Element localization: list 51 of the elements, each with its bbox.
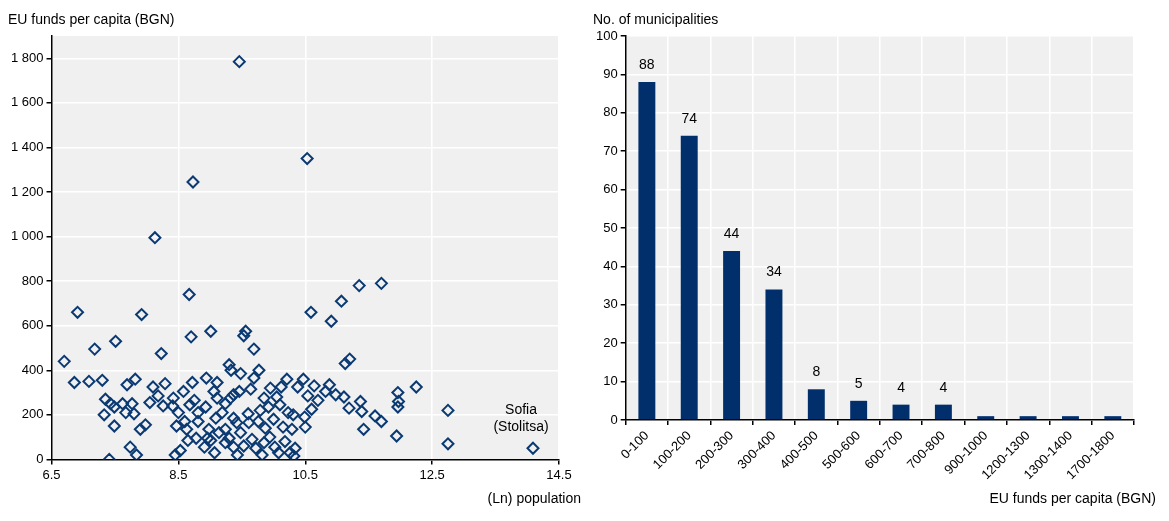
y-tick-label: 40 <box>603 257 618 273</box>
x-tick-label: 8.5 <box>169 466 188 482</box>
y-tick-label: 1 800 <box>10 49 44 65</box>
x-axis-title: EU funds per capita (BGN) <box>989 489 1156 506</box>
bar <box>1061 416 1079 420</box>
data-label: 88 <box>639 55 655 72</box>
data-label: 8 <box>812 363 821 380</box>
y-tick-label: 0 <box>610 411 618 427</box>
y-tick-label: 0 <box>36 450 44 466</box>
y-tick-label: 600 <box>21 317 44 333</box>
bar <box>765 289 783 420</box>
bar <box>977 416 995 420</box>
y-tick-label: 1 600 <box>10 94 44 110</box>
y-tick-label: 20 <box>603 334 618 350</box>
bar <box>807 389 825 420</box>
y-tick-label: 60 <box>603 181 618 197</box>
bar <box>723 251 741 420</box>
y-tick-label: 1 000 <box>10 228 44 244</box>
x-tick-label: 6.5 <box>42 466 61 482</box>
bar <box>934 404 952 420</box>
y-tick-label: 1 200 <box>10 183 44 199</box>
bar <box>1104 416 1122 420</box>
y-tick-label: 70 <box>603 142 618 158</box>
y-tick-label: 80 <box>603 104 618 120</box>
x-tick-label: 10.5 <box>292 466 318 482</box>
data-label: 4 <box>939 378 948 395</box>
y-axis-title: EU funds per capita (BGN) <box>8 11 175 27</box>
x-axis-title: (Ln) population <box>487 489 581 506</box>
y-tick-label: 800 <box>21 272 44 288</box>
data-label: 4 <box>897 378 906 395</box>
x-tick-label: 12.5 <box>419 466 445 482</box>
data-label: 34 <box>766 263 782 280</box>
y-tick-label: 200 <box>21 406 44 422</box>
y-axis-title: No. of municipalities <box>593 11 719 27</box>
annotation: Sofia (Stolitsa) <box>493 401 549 435</box>
y-tick-label: 50 <box>603 219 618 235</box>
bar <box>638 82 656 420</box>
y-tick-label: 1 400 <box>10 139 44 154</box>
bar <box>1019 416 1037 420</box>
y-tick-label: 100 <box>595 27 618 43</box>
bar <box>892 404 910 420</box>
bar <box>850 400 868 420</box>
data-label: 74 <box>681 109 698 126</box>
y-tick-label: 30 <box>603 296 618 312</box>
y-tick-label: 400 <box>21 361 44 377</box>
data-label: 44 <box>723 224 740 241</box>
data-label: 5 <box>854 374 863 391</box>
x-tick-label: 14.5 <box>546 466 572 482</box>
bar <box>680 135 698 420</box>
y-tick-label: 90 <box>603 65 618 81</box>
y-tick-label: 10 <box>603 373 618 389</box>
